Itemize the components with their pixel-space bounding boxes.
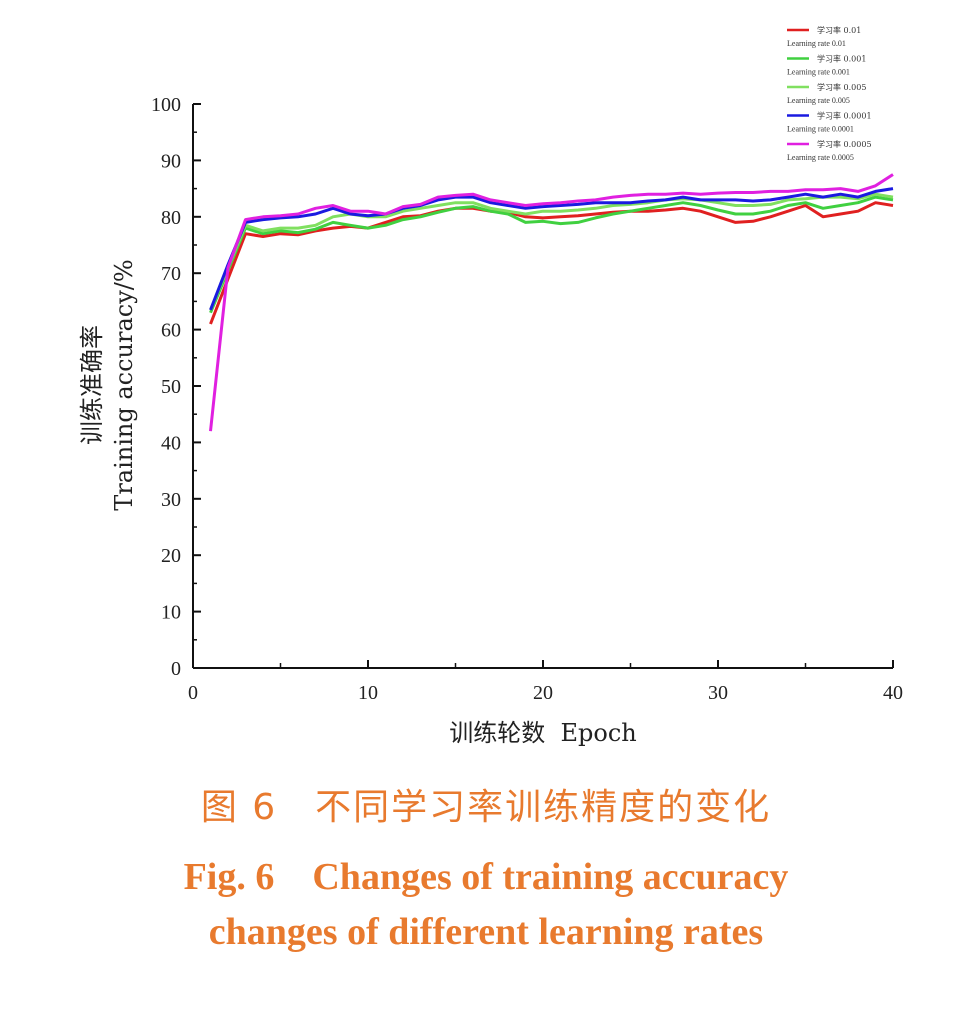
legend-label-cn-1: 学习率 0.01 <box>817 25 861 35</box>
legend-label-cn-2: 学习率 0.001 <box>817 54 866 64</box>
x-axis-title: 训练轮数 Epoch <box>449 719 637 747</box>
caption-english-line1: Fig. 6 Changes of training accuracy <box>183 856 789 898</box>
y-tick-label: 30 <box>161 489 181 511</box>
series-line-4 <box>209 187 894 311</box>
y-tick-label: 20 <box>161 545 181 567</box>
series-line-3 <box>209 192 894 311</box>
y-tick-label: 90 <box>161 150 181 172</box>
x-tick-label: 30 <box>708 682 728 704</box>
x-tick-label: 20 <box>533 682 553 704</box>
legend: 学习率 0.01 Learning rate 0.01 学习率 0.001 Learn… <box>787 25 872 162</box>
y-axis-title-cn: 训练准确率 <box>78 325 106 445</box>
x-tick-label: 10 <box>358 682 378 704</box>
legend-label-1: Learning rate 0.01 <box>787 39 846 48</box>
y-tick-label: 80 <box>161 207 181 229</box>
legend-label-5: Learning rate 0.0005 <box>787 153 854 162</box>
caption-english-line2: changes of different learning rates <box>208 911 764 953</box>
legend-label-4: Learning rate 0.0001 <box>787 125 854 134</box>
series-line-5 <box>209 173 894 432</box>
y-tick-label: 0 <box>171 658 181 680</box>
series-line-1 <box>209 201 894 325</box>
y-axis-title: Training accuracy/% <box>110 259 138 510</box>
series-line-2 <box>209 195 894 314</box>
legend-label-cn-3: 学习率 0.005 <box>817 82 866 92</box>
x-tick-label: 40 <box>883 682 903 704</box>
axes <box>192 103 894 669</box>
tick-labels: 0 10 20 30 40 50 60 70 80 90 100 0 10 20 30 40 <box>151 94 903 704</box>
legend-label-cn-4: 学习率 0.0001 <box>817 111 872 121</box>
y-tick-label: 10 <box>161 602 181 624</box>
caption-chinese: 图 6 不同学习率训练精度的变化 <box>200 787 772 828</box>
chart: 0 10 20 30 40 50 60 70 80 90 100 0 10 20 30 40 训练准确率 Tr… <box>78 25 903 747</box>
x-tick-label: 0 <box>188 682 198 704</box>
y-tick-label: 100 <box>151 94 181 116</box>
legend-label-2: Learning rate 0.001 <box>787 68 850 77</box>
legend-label-cn-5: 学习率 0.0005 <box>817 139 872 149</box>
y-tick-label: 40 <box>161 432 181 454</box>
legend-label-3: Learning rate 0.005 <box>787 96 850 105</box>
series-layer <box>209 173 894 432</box>
y-tick-label: 50 <box>161 376 181 398</box>
y-tick-label: 70 <box>161 263 181 285</box>
y-tick-label: 60 <box>161 320 181 342</box>
